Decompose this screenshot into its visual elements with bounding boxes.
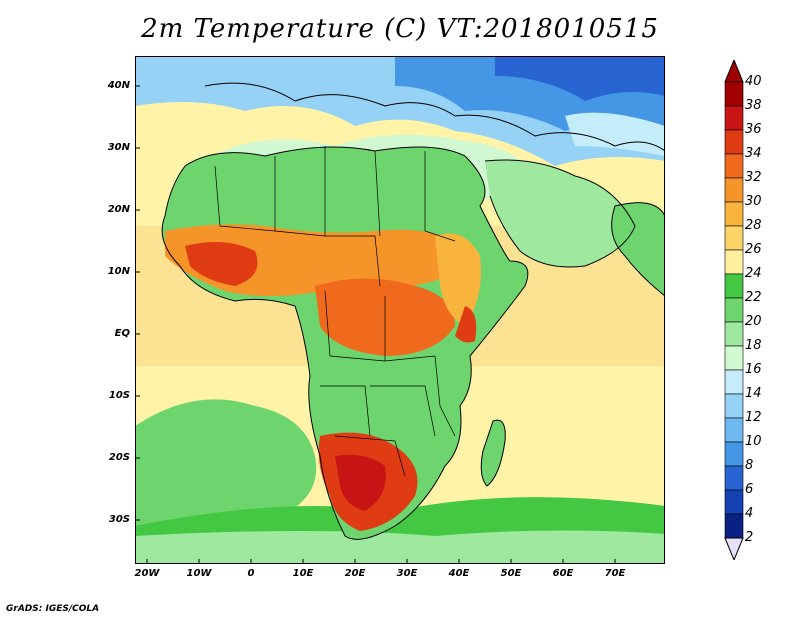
india-land — [611, 202, 665, 296]
lon-label: 20W — [134, 568, 160, 579]
india-coastline — [611, 202, 665, 297]
colorbar-level-label: 30 — [745, 194, 762, 209]
temperature-map — [135, 56, 665, 564]
lon-ticks — [146, 559, 616, 564]
colorbar-level-label: 36 — [745, 122, 762, 137]
colorbar-swatch — [724, 297, 744, 323]
europe-coastline — [204, 82, 665, 152]
kalahari-core — [335, 454, 386, 511]
colorbar-level-label: 10 — [745, 434, 762, 449]
colorbar-swatch — [724, 81, 744, 107]
colorbar-level-label: 2 — [745, 530, 754, 545]
colorbar-level-label: 12 — [745, 410, 762, 425]
lon-label: 0 — [247, 568, 255, 579]
arabia-land — [485, 160, 635, 267]
southern-light — [135, 530, 665, 564]
lon-label: 60E — [552, 568, 574, 579]
colorbar-swatch — [724, 369, 744, 395]
country-borders — [214, 146, 456, 477]
software-credit: GrADS: IGES/COLA — [6, 604, 100, 614]
colorbar — [724, 60, 744, 560]
lat-label: 40N — [107, 80, 130, 91]
lon-label: 50E — [500, 568, 522, 579]
colorbar-top-arrow — [724, 60, 744, 83]
colorbar-swatch — [724, 273, 744, 299]
colorbar-level-label: 24 — [745, 266, 762, 281]
east-africa-hot — [435, 233, 481, 326]
colorbar-bottom-arrow — [724, 537, 744, 560]
colorbar-swatch — [724, 393, 744, 419]
lon-label: 20E — [344, 568, 366, 579]
colorbar-swatch — [724, 345, 744, 371]
colorbar-level-label: 4 — [745, 506, 754, 521]
colorbar-level-label: 38 — [745, 98, 762, 113]
colorbar-level-label: 40 — [745, 74, 762, 89]
colorbar-swatch — [724, 417, 744, 443]
colorbar-swatch — [724, 513, 744, 539]
africa-coastline — [161, 146, 529, 540]
colorbar-swatch — [724, 489, 744, 515]
colorbar-swatch — [724, 249, 744, 275]
lat-label: 10N — [107, 266, 130, 277]
colorbar-level-label: 20 — [745, 314, 762, 329]
colorbar-swatch — [724, 129, 744, 155]
colorbar-level-label: 32 — [745, 170, 762, 185]
colorbar-level-label: 34 — [745, 146, 762, 161]
colorbar-level-label: 22 — [745, 290, 762, 305]
lon-label: 40E — [448, 568, 470, 579]
map-frame — [135, 56, 665, 564]
lon-label: 30E — [396, 568, 418, 579]
colorbar-level-label: 16 — [745, 362, 762, 377]
colorbar-level-label: 28 — [745, 218, 762, 233]
lat-ticks — [135, 85, 140, 521]
lat-label: 10S — [108, 390, 130, 401]
colorbar-level-label: 8 — [745, 458, 754, 473]
colorbar-swatch — [724, 201, 744, 227]
south-ocean-cool — [135, 399, 317, 536]
lat-label: EQ — [114, 328, 130, 339]
lat-label: 30S — [108, 514, 130, 525]
colorbar-swatch — [724, 321, 744, 347]
lat-label: 20S — [108, 452, 130, 463]
horn-warm — [455, 306, 477, 343]
asia-coldest — [495, 56, 665, 101]
colorbar-swatch — [724, 225, 744, 251]
west-africa-hottest — [185, 242, 258, 286]
madagascar — [481, 420, 506, 486]
lon-label: 10W — [186, 568, 212, 579]
colorbar-level-label: 26 — [745, 242, 762, 257]
madagascar-coastline — [480, 419, 506, 487]
colorbar-swatch — [724, 441, 744, 467]
lat-label: 30N — [107, 142, 130, 153]
arabia-coastline — [484, 159, 636, 268]
colorbar-swatch — [724, 177, 744, 203]
colorbar-level-label: 18 — [745, 338, 762, 353]
colorbar-swatch — [724, 153, 744, 179]
lon-label: 10E — [292, 568, 314, 579]
colorbar-swatch — [724, 465, 744, 491]
lon-label: 70E — [604, 568, 626, 579]
colorbar-swatch — [724, 105, 744, 131]
colorbar-level-label: 6 — [745, 482, 754, 497]
chart-title: 2m Temperature (C) VT:2018010515 — [141, 14, 659, 44]
lat-label: 20N — [107, 204, 130, 215]
high-mountain-snow — [565, 112, 665, 156]
colorbar-level-label: 14 — [745, 386, 762, 401]
